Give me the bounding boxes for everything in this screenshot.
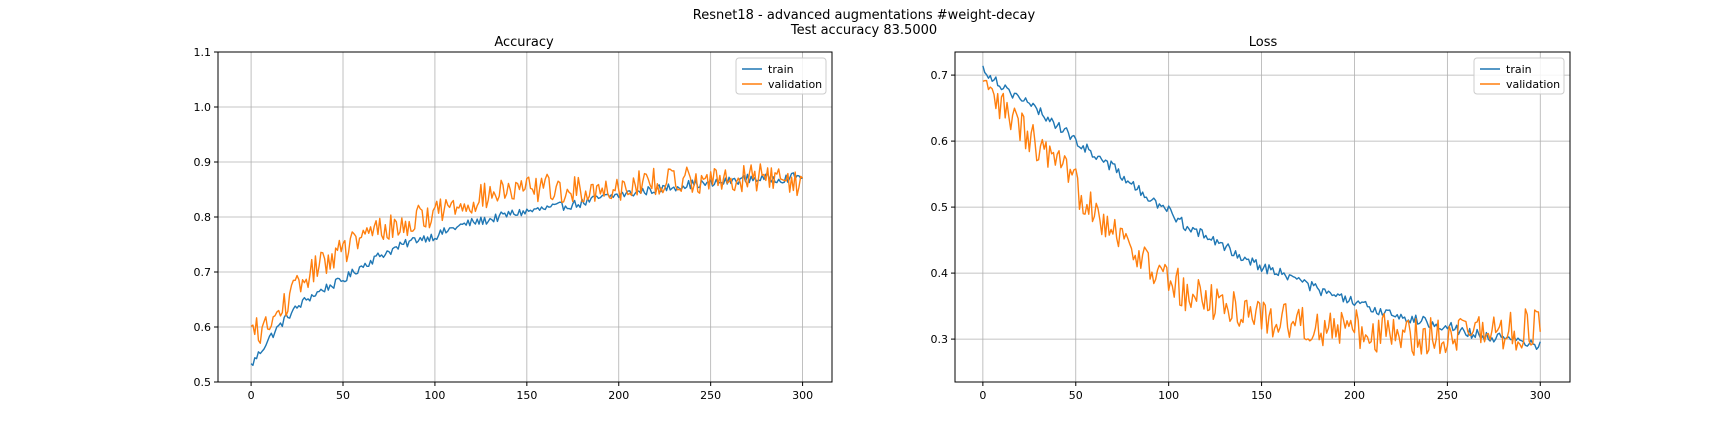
accuracy-y-tick-label: 0.8 (194, 211, 212, 224)
loss-legend: train validation (1473, 57, 1565, 95)
loss-x-tick-label: 300 (1530, 389, 1551, 402)
accuracy-legend: train validation (735, 57, 827, 95)
loss-chart: Loss 0 50 100 150 200 250 300 0.3 0.4 0.5 0.6 0.7 tr… (931, 35, 1571, 402)
accuracy-y-tick-label: 0.5 (194, 376, 212, 389)
loss-x-tick-label: 0 (979, 389, 986, 402)
accuracy-series-train (250, 172, 803, 367)
accuracy-y-tick-label: 0.9 (194, 156, 212, 169)
loss-x-tick-label: 200 (1344, 389, 1365, 402)
loss-series-train (982, 65, 1541, 351)
accuracy-y-tick-label: 1.0 (194, 101, 212, 114)
loss-x-tick-label: 150 (1251, 389, 1272, 402)
loss-y-tick-label: 0.4 (931, 267, 949, 280)
loss-x-tick-label: 50 (1069, 389, 1083, 402)
loss-y-tick-label: 0.7 (931, 69, 949, 82)
accuracy-x-tick-label: 250 (700, 389, 721, 402)
accuracy-chart-title: Accuracy (494, 35, 554, 50)
loss-legend-frame (1473, 57, 1565, 95)
loss-legend-label-validation: validation (1506, 78, 1560, 91)
accuracy-legend-label-validation: validation (768, 78, 822, 91)
accuracy-y-tick-label: 0.6 (194, 321, 212, 334)
accuracy-legend-frame (735, 57, 827, 95)
loss-axes-frame (954, 51, 1571, 383)
accuracy-y-tick-label: 1.1 (194, 46, 212, 59)
figure-title-line2: Test accuracy 83.5000 (790, 23, 937, 38)
accuracy-legend-label-train: train (768, 63, 794, 76)
accuracy-series-validation (250, 163, 804, 344)
accuracy-x-tick-label: 200 (608, 389, 629, 402)
accuracy-x-tick-label: 300 (792, 389, 813, 402)
accuracy-x-tick-label: 0 (248, 389, 255, 402)
loss-x-tick-label: 250 (1437, 389, 1458, 402)
loss-chart-title: Loss (1249, 35, 1278, 50)
loss-y-tick-label: 0.6 (931, 135, 949, 148)
loss-series-validation (982, 79, 1541, 356)
loss-y-tick-label: 0.5 (931, 201, 949, 214)
accuracy-chart: Accuracy 0 50 100 150 200 250 300 0.5 0.6 0.7 0.8 0… (194, 35, 833, 402)
accuracy-x-tick-label: 50 (336, 389, 350, 402)
accuracy-x-tick-label: 150 (516, 389, 537, 402)
loss-y-tick-label: 0.3 (931, 333, 949, 346)
accuracy-x-tick-label: 100 (424, 389, 445, 402)
accuracy-y-tick-label: 0.7 (194, 266, 212, 279)
loss-legend-label-train: train (1506, 63, 1532, 76)
loss-x-tick-label: 100 (1158, 389, 1179, 402)
figure-title-line1: Resnet18 - advanced augmentations #weigh… (693, 8, 1036, 23)
